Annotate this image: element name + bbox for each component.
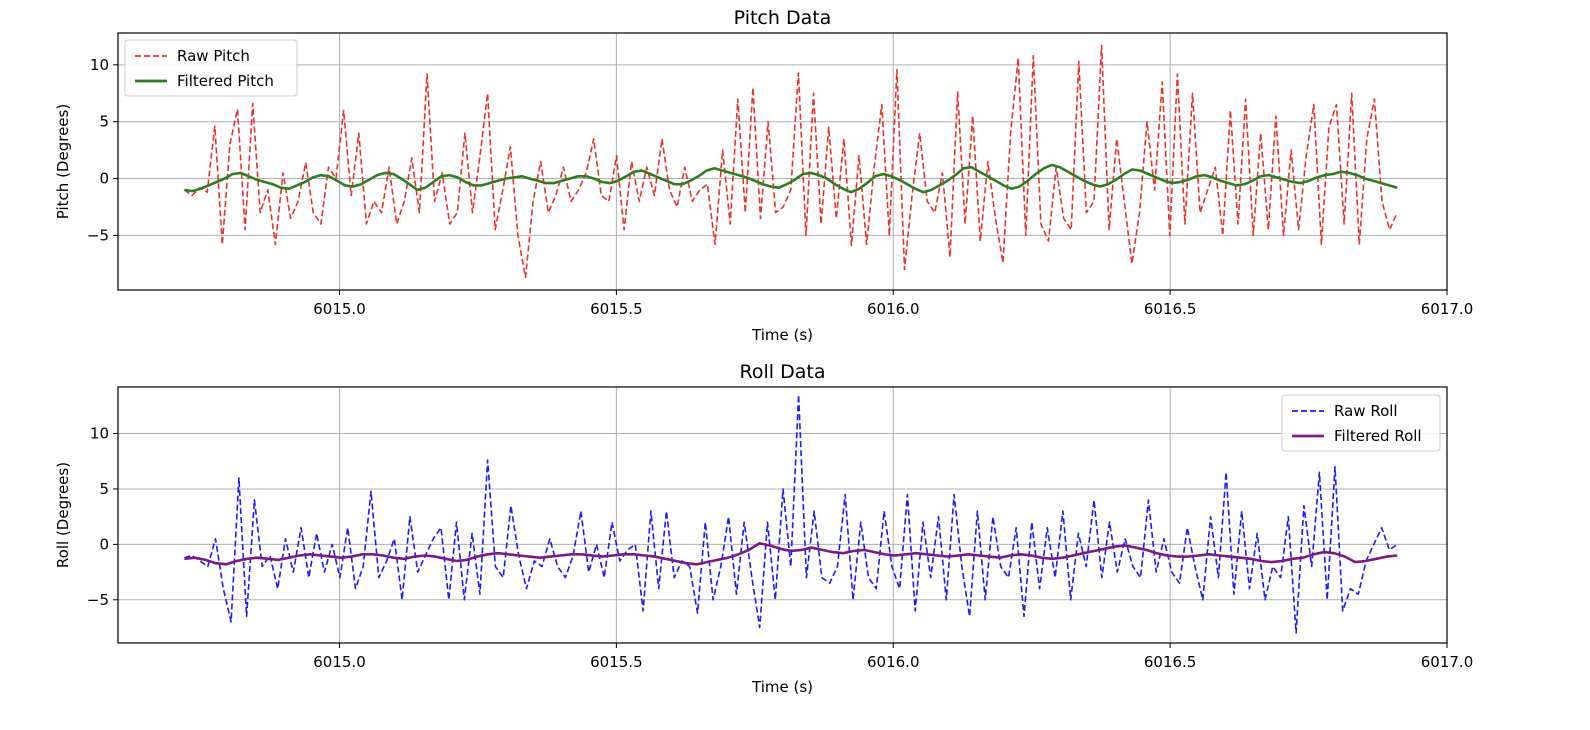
roll-ytick-label: 5 xyxy=(99,480,109,498)
pitch-y-axis-label: Pitch (Degrees) xyxy=(54,104,72,219)
roll-chart-panel: 6015.0 6015.5 6016.0 6016.5 6017.0 −5 0 5 10 Roll… xyxy=(54,361,1473,696)
roll-y-axis-label: Roll (Degrees) xyxy=(54,462,72,568)
pitch-legend-box xyxy=(124,39,298,97)
pitch-plot-frame xyxy=(117,32,1448,291)
roll-plot-frame xyxy=(117,386,1448,644)
roll-ytick-label: 0 xyxy=(99,535,109,553)
pitch-xtick-label: 6015.5 xyxy=(590,300,643,318)
pitch-series-raw-pitch-line xyxy=(183,44,1398,279)
roll-xtick-label: 6017.0 xyxy=(1421,653,1474,671)
pitch-xtick-label: 6017.0 xyxy=(1421,300,1474,318)
roll-ytick-label: 10 xyxy=(90,425,109,443)
pitch-ytick-label: 10 xyxy=(90,56,109,74)
roll-series-raw-roll-line xyxy=(184,393,1398,634)
roll-xtick-label: 6016.0 xyxy=(867,653,920,671)
pitch-ytick-label: −5 xyxy=(87,226,109,244)
roll-xtick-label: 6015.5 xyxy=(590,653,643,671)
roll-xtick-label: 6016.5 xyxy=(1144,653,1197,671)
pitch-chart-panel: 6015.0 6015.5 6016.0 6016.5 6017.0 −5 0 5 10 Pitc… xyxy=(54,7,1473,344)
pitch-legend-label: Raw Pitch xyxy=(177,47,250,65)
pitch-ytick-label: 5 xyxy=(99,113,109,131)
pitch-xtick-label: 6016.0 xyxy=(867,300,920,318)
roll-xtick-label: 6015.0 xyxy=(313,653,366,671)
roll-chart-title: Roll Data xyxy=(740,361,826,383)
pitch-legend: Raw Pitch Filtered Pitch xyxy=(124,39,298,97)
roll-legend-label: Raw Roll xyxy=(1334,402,1398,420)
pitch-x-axis-label: Time (s) xyxy=(751,326,813,344)
pitch-series-filtered-pitch-line xyxy=(184,163,1398,194)
pitch-xtick-label: 6015.0 xyxy=(313,300,366,318)
roll-legend: Raw Roll Filtered Roll xyxy=(1281,394,1441,452)
roll-x-axis-label: Time (s) xyxy=(751,678,813,696)
pitch-legend-label: Filtered Pitch xyxy=(177,72,274,90)
roll-legend-label: Filtered Roll xyxy=(1334,427,1422,445)
roll-ytick-label: −5 xyxy=(87,591,109,609)
pitch-ytick-label: 0 xyxy=(99,170,109,188)
roll-series-filtered-roll-line xyxy=(184,541,1398,566)
pitch-chart-title: Pitch Data xyxy=(734,7,832,29)
pitch-xtick-label: 6016.5 xyxy=(1144,300,1197,318)
